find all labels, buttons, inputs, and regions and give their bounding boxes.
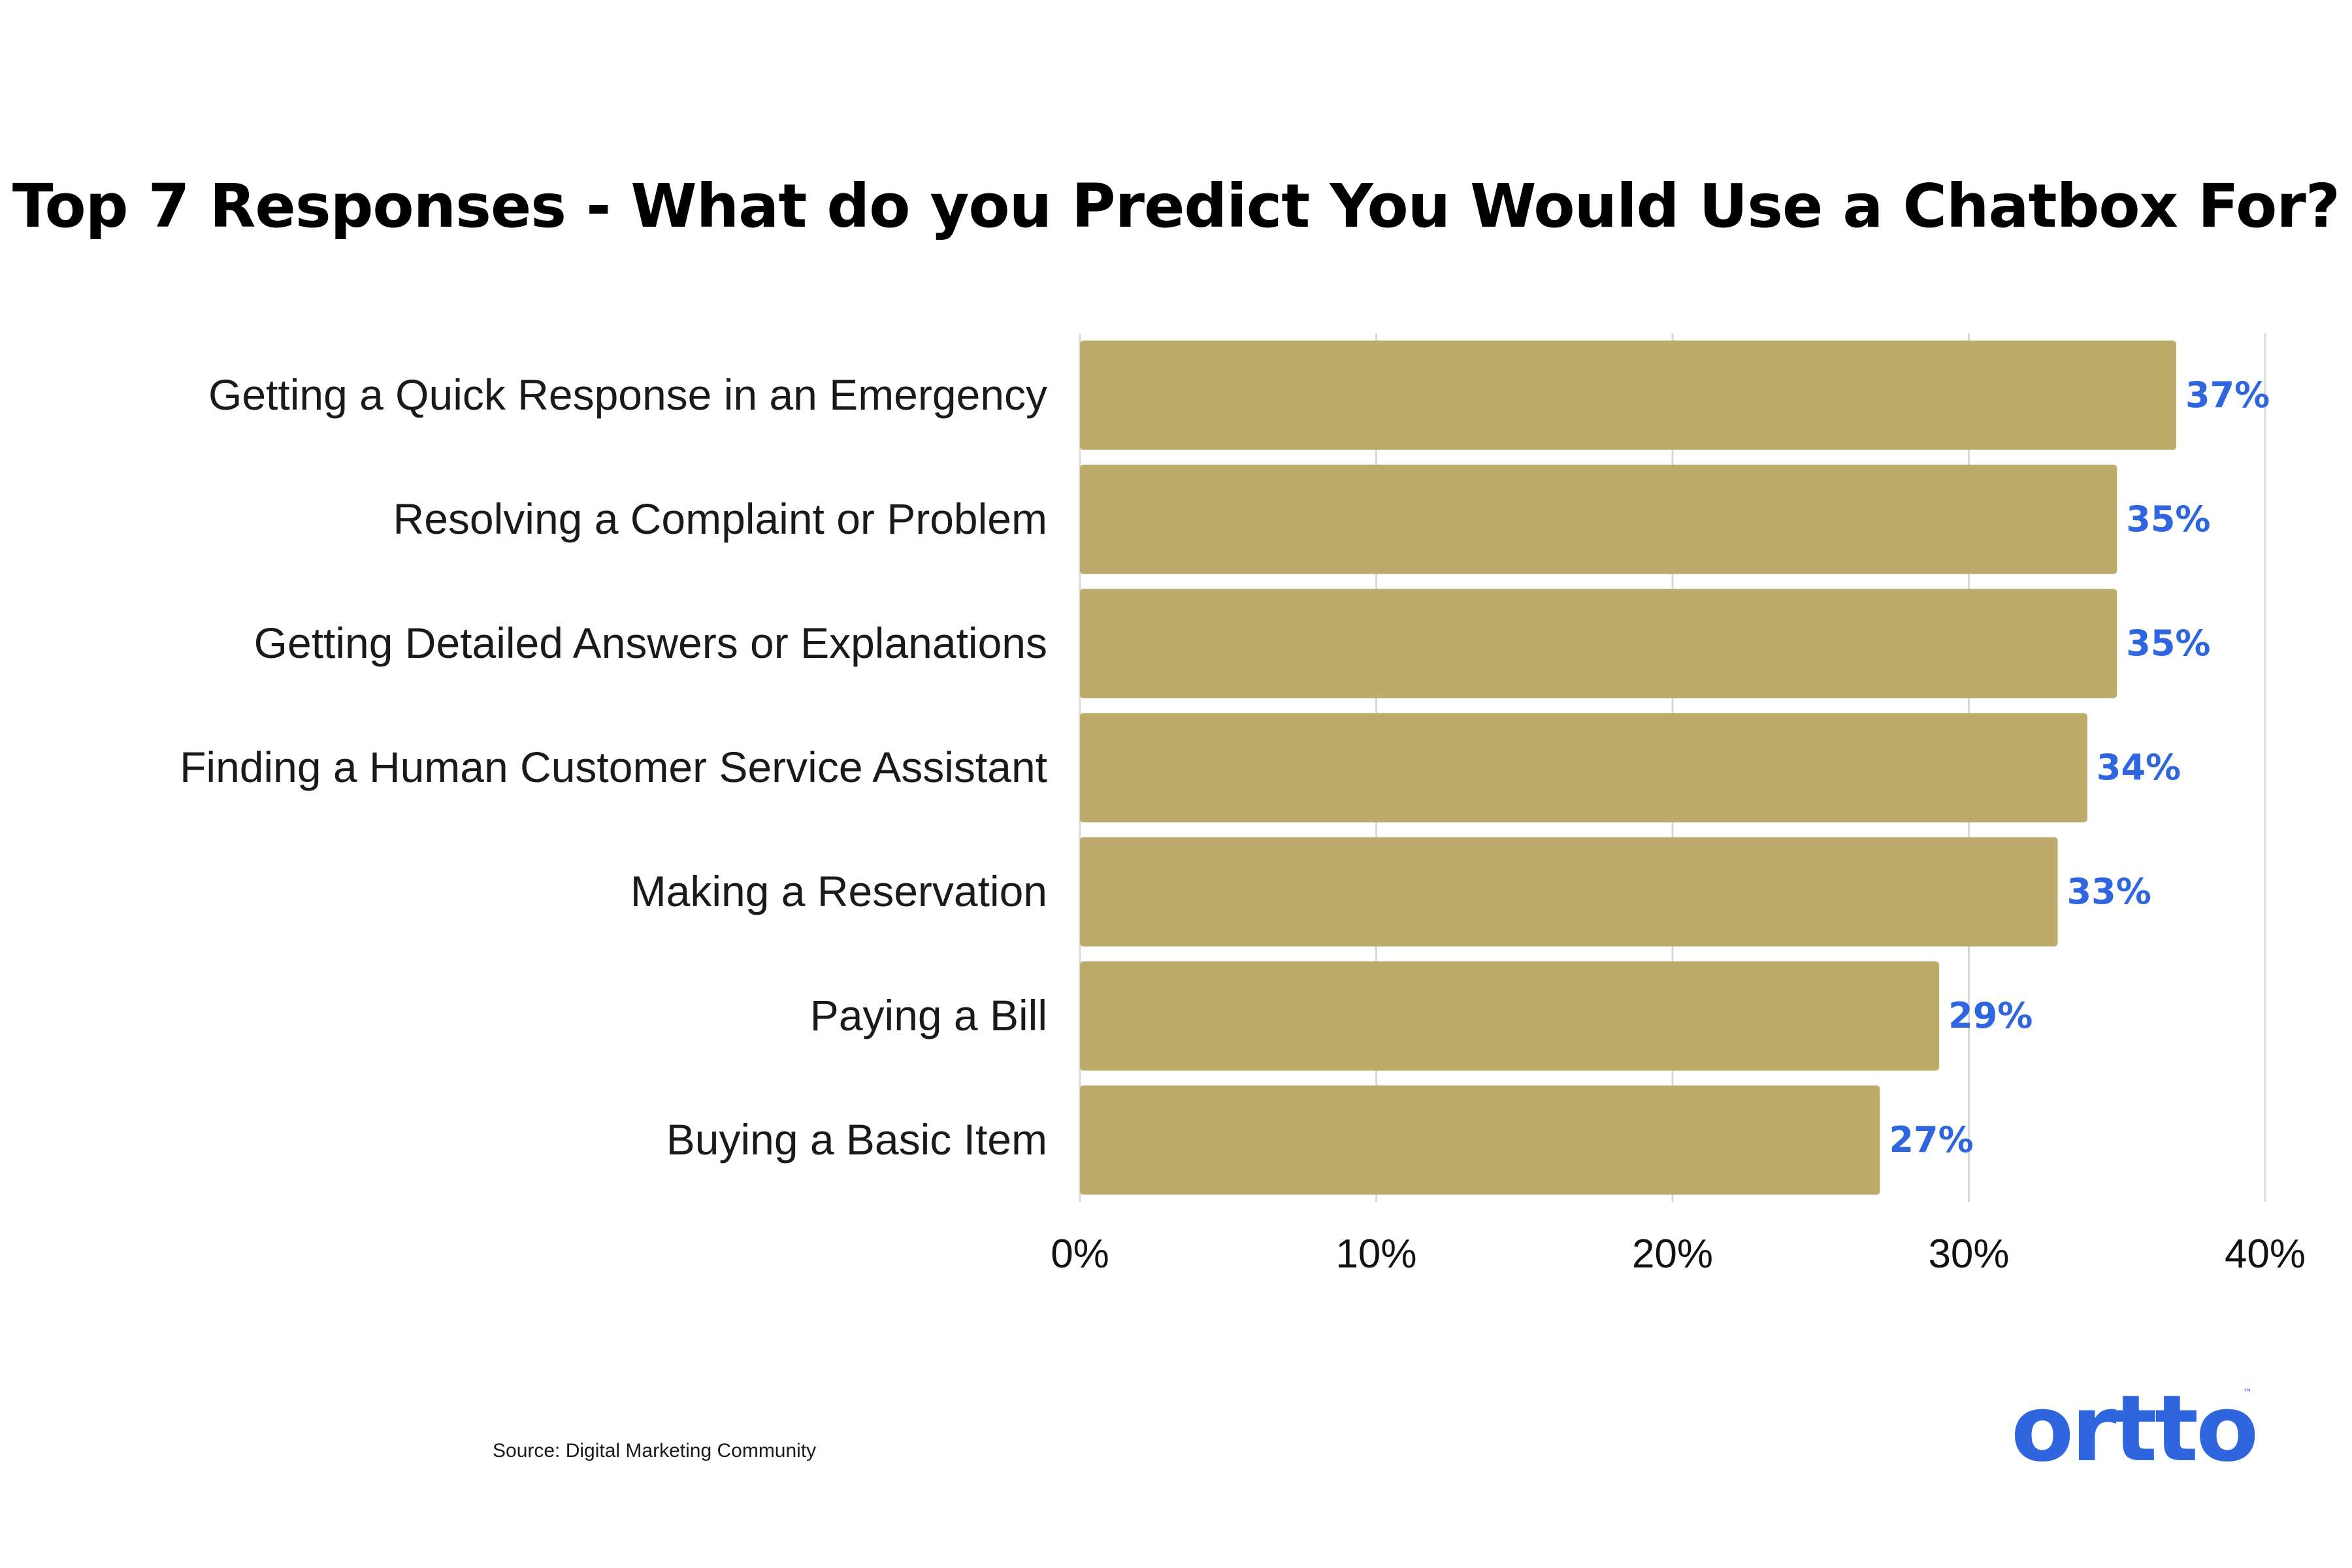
bar	[1080, 1085, 1880, 1195]
data-label: 33%	[2067, 871, 2151, 912]
category-labels: Getting a Quick Response in an Emergency…	[180, 370, 1047, 1164]
data-label: 37%	[2185, 374, 2270, 416]
bar	[1080, 961, 1940, 1071]
trademark-mark: ™	[2243, 1388, 2252, 1398]
category-label: Resolving a Complaint or Problem	[393, 495, 1047, 543]
chart-title: Top 7 Responses - What do you Predict Yo…	[12, 171, 2340, 241]
ortto-logo: ortto ™	[2011, 1384, 2259, 1475]
bars	[1080, 340, 2176, 1195]
category-label: Making a Reservation	[630, 867, 1047, 915]
data-label: 35%	[2126, 623, 2210, 664]
data-label: 35%	[2126, 498, 2210, 540]
bar	[1080, 837, 2058, 947]
category-label: Buying a Basic Item	[666, 1115, 1047, 1164]
data-label: 27%	[1889, 1119, 1973, 1160]
x-tick-label: 10%	[1335, 1232, 1416, 1277]
x-axis-ticks: 0% 10% 20% 30% 40%	[1051, 1232, 2306, 1277]
x-tick-label: 40%	[2225, 1232, 2306, 1277]
x-tick-label: 30%	[1928, 1232, 2009, 1277]
bar	[1080, 340, 2176, 450]
x-tick-label: 0%	[1051, 1232, 1109, 1277]
bar	[1080, 465, 2117, 574]
bar	[1080, 713, 2087, 823]
x-tick-label: 20%	[1632, 1232, 1713, 1277]
category-label: Getting Detailed Answers or Explanations	[254, 619, 1047, 667]
category-label: Paying a Bill	[810, 991, 1047, 1039]
category-label: Getting a Quick Response in an Emergency	[208, 370, 1047, 419]
data-label: 29%	[1948, 995, 2033, 1036]
category-label: Finding a Human Customer Service Assista…	[180, 743, 1047, 791]
brand-wordmark: ortto	[2011, 1376, 2259, 1482]
data-labels: 37% 35% 35% 34% 33% 29% 27%	[1889, 374, 2270, 1160]
bar	[1080, 589, 2117, 698]
data-label: 34%	[2097, 747, 2181, 788]
source-note: Source: Digital Marketing Community	[493, 1440, 817, 1462]
